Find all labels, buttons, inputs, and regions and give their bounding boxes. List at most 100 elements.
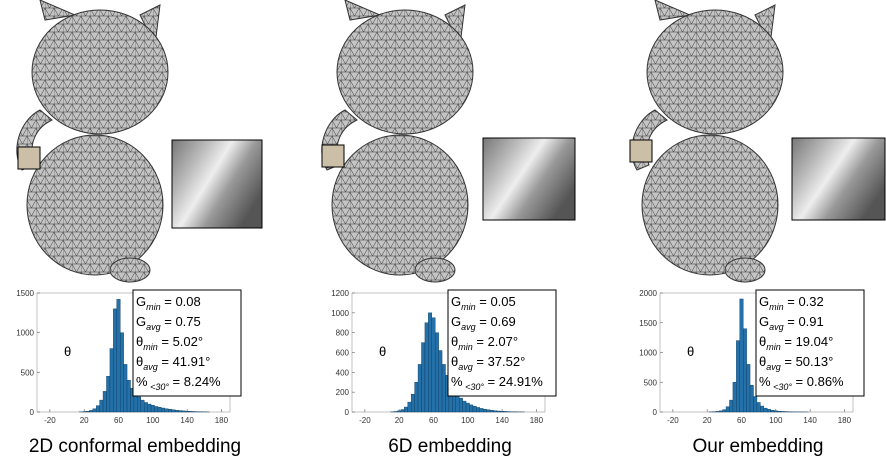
bar bbox=[463, 401, 466, 412]
stat-sub: avg bbox=[146, 322, 161, 332]
stat-symbol: θ bbox=[451, 334, 458, 349]
x-tick-label: -20 bbox=[359, 416, 371, 425]
stat-symbol: θ bbox=[136, 334, 143, 349]
stat-symbol: G bbox=[451, 314, 461, 329]
x-tick-label: 180 bbox=[215, 416, 229, 425]
bar bbox=[151, 405, 154, 412]
bar bbox=[172, 410, 175, 412]
bar bbox=[726, 407, 729, 412]
x-tick-label: 20 bbox=[395, 416, 404, 425]
bar bbox=[470, 405, 473, 412]
bar bbox=[168, 409, 171, 412]
bar bbox=[113, 309, 116, 412]
stat-sub: avg bbox=[766, 362, 781, 372]
bar bbox=[774, 411, 777, 412]
stat-symbol: G bbox=[136, 314, 146, 329]
stat-value: = 0.08 bbox=[161, 294, 201, 309]
bar bbox=[753, 397, 756, 412]
stat-sub: min bbox=[143, 342, 158, 352]
stat-value: = 0.69 bbox=[476, 314, 516, 329]
bar bbox=[476, 407, 479, 412]
zoom-marker bbox=[322, 145, 344, 167]
y-tick-label: 0 bbox=[345, 408, 350, 417]
stat-value: = 2.07° bbox=[473, 334, 518, 349]
mesh-render bbox=[632, 0, 783, 282]
bar bbox=[148, 404, 151, 412]
bar bbox=[179, 411, 182, 412]
stat-value: = 8.24% bbox=[169, 374, 221, 389]
bar bbox=[110, 349, 113, 412]
bar bbox=[719, 411, 722, 412]
x-tick-label: 100 bbox=[461, 416, 475, 425]
bar bbox=[500, 411, 503, 412]
bar bbox=[781, 411, 784, 412]
stat-value: = 0.05 bbox=[476, 294, 516, 309]
stat-sub: <30° bbox=[463, 382, 485, 392]
zoom-marker bbox=[630, 140, 652, 162]
bar bbox=[771, 410, 774, 412]
bar bbox=[401, 410, 404, 412]
stat-symbol: θ bbox=[759, 334, 766, 349]
bar bbox=[124, 364, 127, 412]
zoom-marker bbox=[18, 147, 40, 169]
bar bbox=[764, 408, 767, 412]
stat-symbol: % bbox=[451, 374, 463, 389]
bar bbox=[778, 411, 781, 412]
stat-symbol: θ bbox=[759, 354, 766, 369]
bar bbox=[435, 333, 438, 412]
y-tick-label: 800 bbox=[336, 329, 350, 338]
x-tick-label: 60 bbox=[429, 416, 438, 425]
stat-symbol: θ bbox=[451, 354, 458, 369]
figure: 050010001500-202060100140180θGmin = 0.08… bbox=[0, 0, 886, 460]
bar bbox=[161, 408, 164, 412]
bar bbox=[439, 351, 442, 412]
stat-sub: avg bbox=[458, 362, 473, 372]
x-tick-label: 140 bbox=[180, 416, 194, 425]
bar bbox=[117, 299, 120, 412]
annotation: θ bbox=[687, 344, 694, 359]
stat-value: = 0.75 bbox=[161, 314, 201, 329]
bar bbox=[425, 323, 428, 412]
y-tick-label: 0 bbox=[30, 408, 35, 417]
stat-symbol: G bbox=[136, 294, 146, 309]
x-tick-label: -20 bbox=[44, 416, 56, 425]
bar bbox=[421, 343, 424, 412]
bar bbox=[767, 409, 770, 412]
bar bbox=[483, 409, 486, 412]
bar bbox=[716, 411, 719, 412]
bar bbox=[432, 318, 435, 412]
bar bbox=[155, 406, 158, 412]
y-tick-label: 1000 bbox=[16, 329, 34, 338]
bar bbox=[127, 380, 130, 412]
bar bbox=[404, 407, 407, 412]
zoom-inset bbox=[792, 138, 885, 220]
bar bbox=[397, 411, 400, 412]
stat-symbol: G bbox=[451, 294, 461, 309]
bar bbox=[740, 299, 743, 412]
bar bbox=[408, 402, 411, 412]
stat-sub: min bbox=[766, 342, 781, 352]
bar bbox=[411, 394, 414, 412]
caption: 2D conformal embedding bbox=[29, 436, 241, 457]
y-tick-label: 2000 bbox=[639, 289, 657, 298]
bar bbox=[96, 406, 99, 412]
x-tick-label: 140 bbox=[495, 416, 509, 425]
stat-sub: avg bbox=[461, 322, 476, 332]
bar bbox=[504, 411, 507, 412]
y-tick-label: 1500 bbox=[16, 289, 34, 298]
bar bbox=[182, 411, 185, 412]
bar bbox=[473, 406, 476, 412]
stat-sub: min bbox=[458, 342, 473, 352]
stat-symbol: % bbox=[136, 374, 148, 389]
stat-sub: avg bbox=[143, 362, 158, 372]
bar bbox=[137, 397, 140, 412]
x-tick-label: -20 bbox=[667, 416, 679, 425]
x-tick-label: 20 bbox=[80, 416, 89, 425]
mesh-render bbox=[17, 0, 168, 282]
bar bbox=[442, 364, 445, 412]
stat-symbol: G bbox=[759, 294, 769, 309]
stat-sub: min bbox=[769, 302, 784, 312]
stat-sub: min bbox=[146, 302, 161, 312]
y-tick-label: 600 bbox=[336, 349, 350, 358]
bar bbox=[760, 406, 763, 412]
